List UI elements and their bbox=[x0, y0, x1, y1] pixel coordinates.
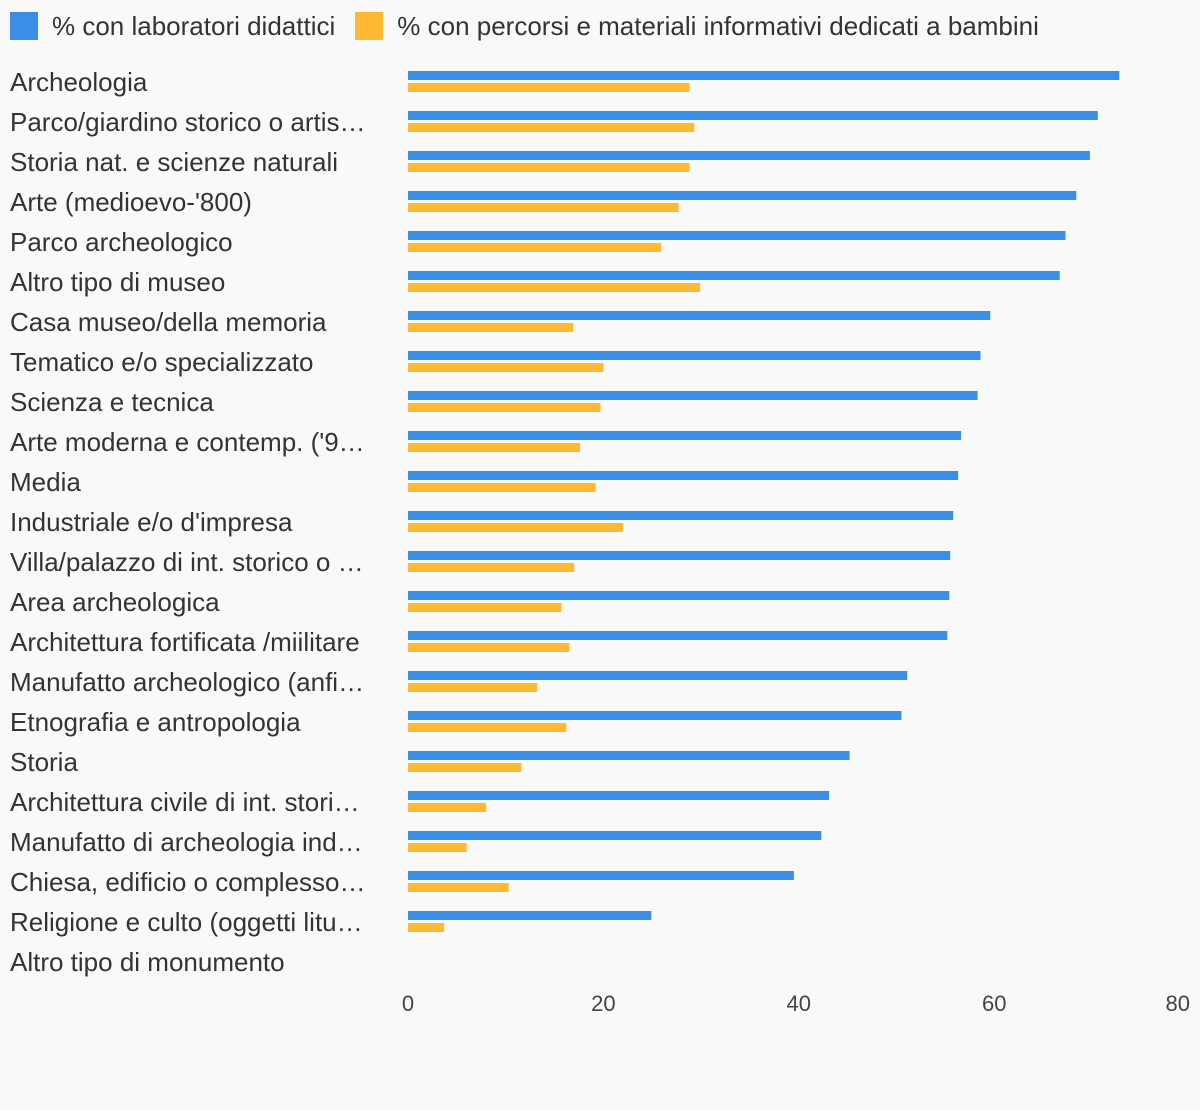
category-label: Parco archeologico bbox=[10, 227, 233, 257]
legend-item-percorsi[interactable]: % con percorsi e materiali informativi d… bbox=[355, 11, 1039, 42]
bar-percorsi[interactable] bbox=[408, 803, 487, 812]
bar-laboratori[interactable] bbox=[408, 111, 1098, 120]
x-tick-label: 80 bbox=[1166, 991, 1190, 1016]
x-tick-label: 60 bbox=[982, 991, 1006, 1016]
category-label: Architettura civile di int. stori… bbox=[10, 787, 360, 817]
x-tick-label: 0 bbox=[402, 991, 414, 1016]
legend-label-percorsi: % con percorsi e materiali informativi d… bbox=[397, 10, 1039, 41]
bar-percorsi[interactable] bbox=[408, 883, 509, 892]
category-label: Storia bbox=[10, 747, 78, 777]
bar-laboratori[interactable] bbox=[408, 831, 822, 840]
category-label: Tematico e/o specializzato bbox=[10, 347, 313, 377]
bar-laboratori[interactable] bbox=[408, 71, 1120, 80]
x-tick-label: 20 bbox=[591, 991, 615, 1016]
bar-laboratori[interactable] bbox=[408, 391, 978, 400]
bar-laboratori[interactable] bbox=[408, 311, 991, 320]
bar-percorsi[interactable] bbox=[408, 683, 537, 692]
bar-percorsi[interactable] bbox=[408, 323, 574, 332]
category-label: Altro tipo di monumento bbox=[10, 947, 285, 977]
bar-percorsi[interactable] bbox=[408, 603, 562, 612]
bar-laboratori[interactable] bbox=[408, 751, 850, 760]
bar-laboratori[interactable] bbox=[408, 351, 981, 360]
bar-laboratori[interactable] bbox=[408, 791, 830, 800]
legend-item-laboratori[interactable]: % con laboratori didattici bbox=[10, 11, 335, 42]
category-label: Architettura fortificata /miilitare bbox=[10, 627, 360, 657]
category-label: Religione e culto (oggetti litu… bbox=[10, 907, 363, 937]
bar-laboratori[interactable] bbox=[408, 551, 951, 560]
bar-percorsi[interactable] bbox=[408, 403, 601, 412]
category-label: Arte (medioevo-'800) bbox=[10, 187, 252, 217]
bar-laboratori[interactable] bbox=[408, 631, 948, 640]
bar-laboratori[interactable] bbox=[408, 711, 902, 720]
bar-laboratori[interactable] bbox=[408, 911, 652, 920]
category-label: Industriale e/o d'impresa bbox=[10, 507, 293, 537]
category-label: Etnografia e antropologia bbox=[10, 707, 301, 737]
bar-percorsi[interactable] bbox=[408, 243, 661, 252]
bar-laboratori[interactable] bbox=[408, 871, 794, 880]
category-label: Chiesa, edificio o complesso… bbox=[10, 867, 366, 897]
bar-laboratori[interactable] bbox=[408, 591, 950, 600]
legend: % con laboratori didattici % con percors… bbox=[10, 8, 1059, 44]
category-label: Area archeologica bbox=[10, 587, 220, 617]
bar-percorsi[interactable] bbox=[408, 163, 690, 172]
bar-percorsi[interactable] bbox=[408, 643, 570, 652]
bar-percorsi[interactable] bbox=[408, 203, 679, 212]
bar-percorsi[interactable] bbox=[408, 763, 522, 772]
category-label: Archeologia bbox=[10, 67, 148, 97]
category-label: Scienza e tecnica bbox=[10, 387, 214, 417]
category-label: Villa/palazzo di int. storico o … bbox=[10, 547, 364, 577]
bar-percorsi[interactable] bbox=[408, 923, 445, 932]
category-label: Storia nat. e scienze naturali bbox=[10, 147, 338, 177]
bar-laboratori[interactable] bbox=[408, 191, 1077, 200]
category-label: Arte moderna e contemp. ('9… bbox=[10, 427, 365, 457]
bar-percorsi[interactable] bbox=[408, 283, 701, 292]
bar-laboratori[interactable] bbox=[408, 231, 1066, 240]
category-label: Manufatto archeologico (anfi… bbox=[10, 667, 364, 697]
bar-percorsi[interactable] bbox=[408, 843, 467, 852]
category-label: Parco/giardino storico o artis… bbox=[10, 107, 365, 137]
bar-percorsi[interactable] bbox=[408, 363, 604, 372]
bar-percorsi[interactable] bbox=[408, 83, 690, 92]
bar-percorsi[interactable] bbox=[408, 443, 580, 452]
legend-swatch-laboratori bbox=[10, 12, 38, 40]
bar-laboratori[interactable] bbox=[408, 511, 954, 520]
category-label: Casa museo/della memoria bbox=[10, 307, 327, 337]
bar-laboratori[interactable] bbox=[408, 151, 1090, 160]
category-label: Altro tipo di museo bbox=[10, 267, 225, 297]
bar-laboratori[interactable] bbox=[408, 271, 1060, 280]
category-label: Media bbox=[10, 467, 81, 497]
x-tick-label: 40 bbox=[787, 991, 811, 1016]
legend-label-laboratori: % con laboratori didattici bbox=[52, 10, 336, 41]
bar-percorsi[interactable] bbox=[408, 563, 575, 572]
bar-laboratori[interactable] bbox=[408, 431, 961, 440]
bar-laboratori[interactable] bbox=[408, 671, 908, 680]
bar-percorsi[interactable] bbox=[408, 723, 567, 732]
bar-percorsi[interactable] bbox=[408, 483, 596, 492]
legend-swatch-percorsi bbox=[355, 12, 384, 40]
bar-percorsi[interactable] bbox=[408, 523, 623, 532]
category-label: Manufatto di archeologia ind… bbox=[10, 827, 363, 857]
bar-laboratori[interactable] bbox=[408, 471, 959, 480]
bar-percorsi[interactable] bbox=[408, 123, 695, 132]
